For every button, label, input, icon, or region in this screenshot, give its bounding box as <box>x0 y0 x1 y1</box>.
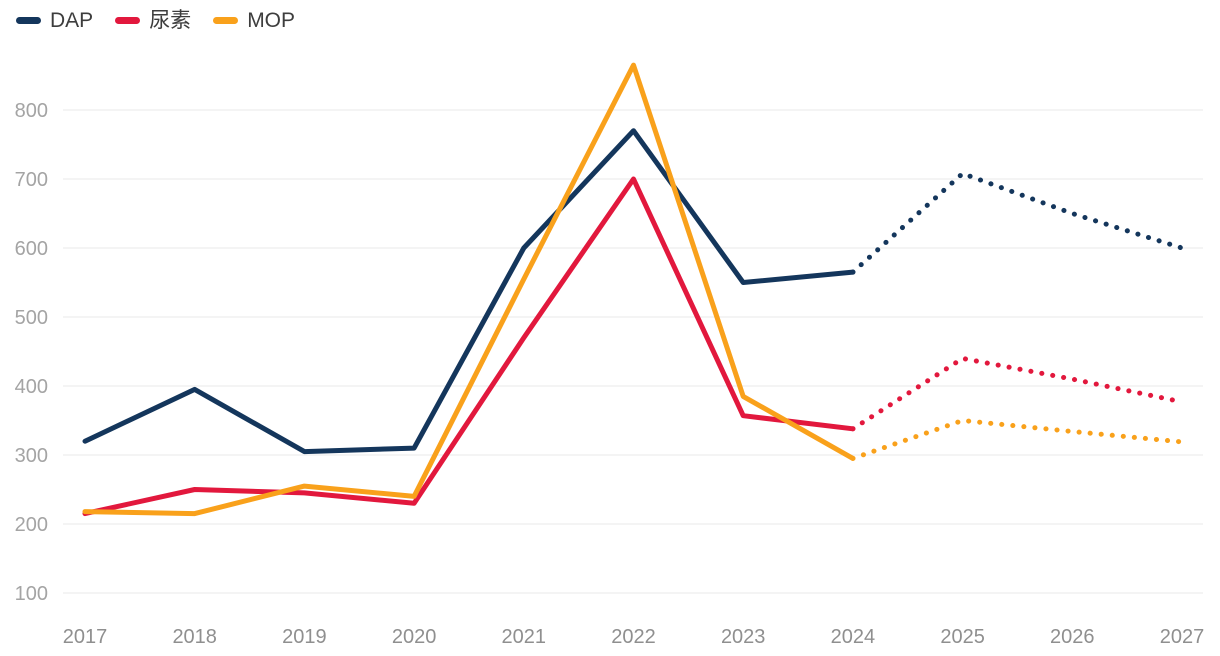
dap-legend-swatch-icon <box>16 17 41 24</box>
y-axis-tick-label: 400 <box>15 376 48 398</box>
y-axis-tick-label: 500 <box>15 307 48 329</box>
legend-label: 尿素 <box>149 9 192 32</box>
y-axis-tick-label: 700 <box>15 169 48 191</box>
y-axis-tick-label: 800 <box>15 100 48 122</box>
x-axis-tick-label: 2020 <box>392 626 437 648</box>
legend-item-mop[interactable]: MOP <box>213 10 295 31</box>
x-axis-tick-label: 2027 <box>1160 626 1205 648</box>
legend-item-dap[interactable]: DAP <box>16 10 93 31</box>
x-axis-tick-label: 2022 <box>611 626 656 648</box>
x-axis-tick-label: 2017 <box>63 626 108 648</box>
x-axis-tick-label: 2025 <box>940 626 985 648</box>
legend: DAP 尿素 MOP <box>16 10 295 31</box>
x-axis-tick-label: 2018 <box>172 626 217 648</box>
x-axis-tick-label: 2021 <box>502 626 547 648</box>
x-axis-tick-label: 2026 <box>1050 626 1095 648</box>
y-axis-tick-label: 300 <box>15 445 48 467</box>
mop-forecast-dotted-line <box>850 418 1185 461</box>
y-axis-tick-label: 600 <box>15 238 48 260</box>
dap-solid-line <box>82 128 856 455</box>
urea-solid-line <box>82 176 856 517</box>
y-axis-tick-label: 100 <box>15 583 48 605</box>
mop-legend-swatch-icon <box>213 17 239 24</box>
x-axis-tick-label: 2023 <box>721 626 766 648</box>
mop-solid-line <box>82 62 856 517</box>
urea-forecast-dotted-line <box>850 355 1185 432</box>
legend-item-urea[interactable]: 尿素 <box>115 10 191 31</box>
y-axis-tick-label: 200 <box>15 514 48 536</box>
x-axis-tick-label: 2024 <box>831 626 876 648</box>
x-axis-tick-label: 2019 <box>282 626 327 648</box>
legend-label: DAP <box>50 9 94 32</box>
dap-forecast-dotted-line <box>850 171 1185 275</box>
legend-label: MOP <box>247 9 296 32</box>
urea-legend-swatch-icon <box>115 17 141 24</box>
